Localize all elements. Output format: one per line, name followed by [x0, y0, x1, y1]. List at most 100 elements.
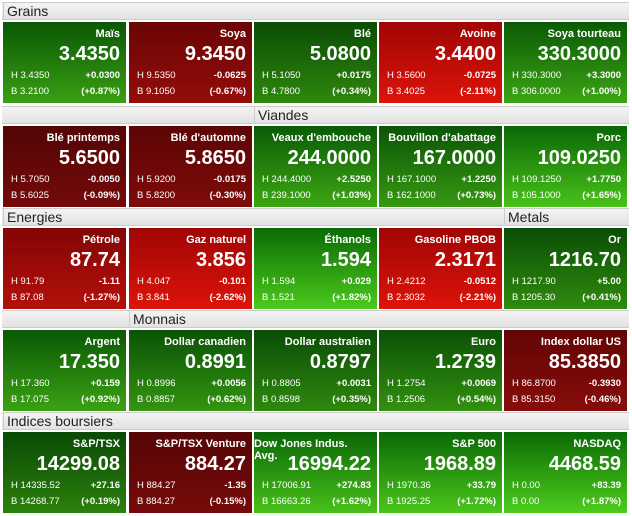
quote-tile: Blé d'automne 5.8650 H 5.9200 B 5.8200 -0.01…: [129, 126, 252, 207]
high: H 5.1050: [262, 70, 301, 81]
high: H 884.27: [137, 480, 176, 491]
instrument-name: Veaux d'embouche: [271, 132, 371, 144]
percent-change: (-0.46%): [584, 394, 621, 405]
price: 5.8650: [184, 147, 246, 169]
quote-tile: Bouvillon d'abattage 167.0000 H 167.1000 B …: [379, 126, 502, 207]
quote-tile: Euro 1.2739 H 1.2754 B 1.2506 +0.0069 (+0.54%…: [379, 330, 502, 411]
price: 1.2739: [434, 351, 496, 373]
price: 884.27: [184, 453, 246, 475]
percent-change: (+0.92%): [81, 394, 120, 405]
price: 9.3450: [184, 43, 246, 65]
high: H 14335.52: [11, 480, 61, 491]
low: B 162.1000: [387, 190, 436, 201]
high: H 330.3000: [512, 70, 562, 81]
quote-tile: S&P/TSX 14299.08 H 14335.52 B 14268.77 +27.1…: [3, 432, 126, 513]
percent-change: (+0.73%): [457, 190, 496, 201]
change: +1.2250: [461, 174, 496, 185]
percent-change: (+0.34%): [332, 86, 371, 97]
quote-tile: Gasoline PBOB 2.3171 H 2.4212 B 2.3032 -0.05…: [379, 228, 502, 309]
section-header: Monnais: [2, 310, 629, 328]
instrument-name: Bouvillon d'abattage: [388, 132, 496, 144]
instrument-name: Index dollar US: [540, 336, 621, 348]
quote-tile: Soya 9.3450 H 9.5350 B 9.1050 -0.0625 (-0.67%…: [129, 22, 252, 103]
percent-change: (+1.65%): [582, 190, 621, 201]
quote-tile: Dow Jones Indus. Avg. 16994.22 H 17006.91 B…: [254, 432, 377, 513]
change: -0.0725: [463, 70, 496, 81]
quote-tile: Porc 109.0250 H 109.1250 B 105.1000 +1.7750 (…: [504, 126, 627, 207]
percent-change: (-1.27%): [83, 292, 120, 303]
quote-tile: S&P/TSX Venture 884.27 H 884.27 B 884.27 -1.…: [129, 432, 252, 513]
instrument-name: S&P/TSX: [72, 438, 120, 450]
instrument-name: Maïs: [95, 28, 120, 40]
price: 1968.89: [423, 453, 496, 475]
percent-change: (+0.35%): [332, 394, 371, 405]
price: 87.74: [69, 249, 120, 271]
instrument-name: Or: [608, 234, 621, 246]
change: +0.0300: [85, 70, 120, 81]
percent-change: (-0.15%): [209, 496, 246, 507]
section-title: Energies: [3, 209, 504, 225]
percent-change: (+0.19%): [81, 496, 120, 507]
change: +5.00: [596, 276, 621, 287]
price: 0.8797: [309, 351, 371, 373]
quote-tile: Blé printemps 5.6500 H 5.7050 B 5.6025 -0.00…: [3, 126, 126, 207]
instrument-name: Euro: [470, 336, 496, 348]
quote-tile: Dollar canadien 0.8991 H 0.8996 B 0.8857 +0.…: [129, 330, 252, 411]
change: -0.3930: [588, 378, 621, 389]
price: 1216.70: [548, 249, 621, 271]
instrument-name: S&P 500: [452, 438, 496, 450]
price: 17.350: [58, 351, 120, 373]
price: 1.594: [320, 249, 371, 271]
quote-tile: Gaz naturel 3.856 H 4.047 B 3.841 -0.101 (-2.…: [129, 228, 252, 309]
instrument-name: Gasoline PBOB: [414, 234, 496, 246]
price: 14299.08: [36, 453, 120, 475]
change: +83.39: [591, 480, 621, 491]
change: +0.029: [341, 276, 371, 287]
high: H 0.00: [512, 480, 540, 491]
quote-tile: Veaux d'embouche 244.0000 H 244.4000 B 239.…: [254, 126, 377, 207]
section-title: Indices boursiers: [3, 413, 630, 429]
instrument-name: Avoine: [459, 28, 496, 40]
percent-change: (+1.00%): [582, 86, 621, 97]
low: B 4.7800: [262, 86, 301, 97]
quote-tile: Dollar australien 0.8797 H 0.8805 B 0.8598 +…: [254, 330, 377, 411]
percent-change: (+1.72%): [457, 496, 496, 507]
quote-tile: Blé 5.0800 H 5.1050 B 4.7800 +0.0175 (+0.34%): [254, 22, 377, 103]
instrument-name: Dow Jones Indus. Avg.: [254, 438, 348, 462]
quote-tile: Or 1216.70 H 1217.90 B 1205.30 +5.00 (+0.41%): [504, 228, 627, 309]
price: 0.8991: [184, 351, 246, 373]
section-header: Energies Metals: [2, 208, 629, 226]
low: B 306.0000: [512, 86, 561, 97]
high: H 5.9200: [137, 174, 176, 185]
section-header: Indices boursiers: [2, 412, 629, 430]
low: B 3.841: [137, 292, 170, 303]
section-title: Monnais: [129, 311, 630, 327]
high: H 5.7050: [11, 174, 50, 185]
high: H 109.1250: [512, 174, 562, 185]
high: H 2.4212: [387, 276, 426, 287]
change: +1.7750: [586, 174, 621, 185]
percent-change: (+1.87%): [582, 496, 621, 507]
quote-tile: Avoine 3.4400 H 3.5600 B 3.4025 -0.0725 (-2.1…: [379, 22, 502, 103]
price: 5.0800: [309, 43, 371, 65]
high: H 1217.90: [512, 276, 556, 287]
instrument-name: Dollar canadien: [164, 336, 246, 348]
section-header: Viandes: [2, 106, 629, 124]
change: -0.0512: [463, 276, 496, 287]
percent-change: (+0.87%): [81, 86, 120, 97]
percent-change: (-0.09%): [83, 190, 120, 201]
high: H 9.5350: [137, 70, 176, 81]
instrument-name: Éthanols: [324, 234, 371, 246]
percent-change: (+0.54%): [457, 394, 496, 405]
high: H 244.4000: [262, 174, 312, 185]
price: 85.3850: [548, 351, 621, 373]
low: B 105.1000: [512, 190, 561, 201]
high: H 167.1000: [387, 174, 437, 185]
change: +33.79: [466, 480, 496, 491]
quote-tile: Index dollar US 85.3850 H 86.8700 B 85.3150…: [504, 330, 627, 411]
high: H 17.360: [11, 378, 50, 389]
low: B 1.2506: [387, 394, 426, 405]
instrument-name: Blé printemps: [46, 132, 120, 144]
percent-change: (-0.30%): [209, 190, 246, 201]
